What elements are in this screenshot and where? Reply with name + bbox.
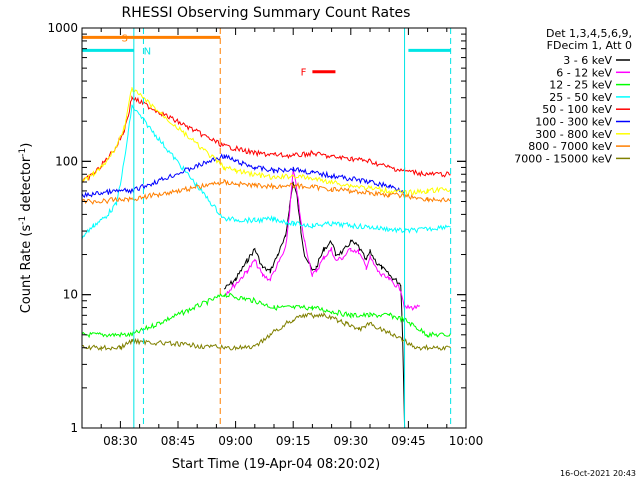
plot-area: S N F	[82, 28, 452, 428]
legend-label: 7000 - 15000 keV	[514, 152, 612, 165]
series-line-7	[82, 178, 451, 205]
series-line-8	[82, 311, 451, 352]
x-tick-label: 08:45	[161, 434, 196, 448]
series-line-0	[223, 181, 406, 428]
chart-title: RHESSI Observing Summary Count Rates	[122, 5, 411, 21]
x-tick-label: 08:30	[103, 434, 138, 448]
y-tick-label: 1000	[47, 21, 78, 35]
legend-label: 6 - 12 keV	[556, 66, 612, 79]
series-line-1	[223, 169, 421, 311]
x-tick-label: 09:30	[334, 434, 369, 448]
series-line-5	[82, 153, 405, 199]
y-label-suffix: )	[19, 143, 34, 148]
y-tick-label: 100	[55, 154, 78, 168]
plot-frame	[81, 27, 467, 429]
legend: Det 1,3,4,5,6,9,FDecim 1, Att 0 3 - 6 keV…	[514, 27, 632, 165]
series-line-6	[82, 87, 452, 196]
flag-label-0: S	[122, 33, 128, 44]
series-line-3	[82, 104, 451, 240]
y-axis-label: Count Rate (s-1 detector-1)	[18, 143, 34, 314]
legend-label: 300 - 800 keV	[535, 128, 612, 141]
series-line-2	[82, 292, 452, 339]
generated-timestamp: 16-Oct-2021 20:43	[560, 469, 636, 478]
legend-label: 50 - 100 keV	[542, 103, 612, 116]
y-tick-label: 1	[70, 421, 78, 435]
y-label-prefix: Count Rate (s	[19, 225, 34, 314]
legend-label: 800 - 7000 keV	[528, 140, 612, 153]
x-tick-label: 09:45	[391, 434, 426, 448]
y-label-exp-1: -1	[18, 216, 28, 225]
y-label-mid: detector	[19, 156, 34, 216]
y-axis: 1 10 100 1000	[47, 21, 466, 435]
y-label-exp-2: -1	[18, 148, 28, 157]
legend-label: 12 - 25 keV	[549, 79, 612, 92]
legend-label: 100 - 300 keV	[535, 116, 612, 129]
legend-header: FDecim 1, Att 0	[547, 39, 632, 52]
y-tick-label: 10	[63, 288, 78, 302]
x-tick-label: 10:00	[449, 434, 484, 448]
legend-label: 25 - 50 keV	[549, 91, 612, 104]
series-line-4	[82, 95, 451, 183]
x-tick-label: 09:15	[276, 434, 311, 448]
legend-header: Det 1,3,4,5,6,9,	[546, 27, 632, 40]
legend-label: 3 - 6 keV	[563, 54, 612, 67]
flare-label: F	[301, 68, 307, 79]
x-tick-label: 09:00	[218, 434, 253, 448]
x-axis: 08:30 08:45 09:00 09:15 09:30 09:45 10:00	[81, 28, 484, 448]
night-label-0: N	[144, 46, 151, 57]
x-axis-label: Start Time (19-Apr-04 08:20:02)	[172, 457, 380, 472]
